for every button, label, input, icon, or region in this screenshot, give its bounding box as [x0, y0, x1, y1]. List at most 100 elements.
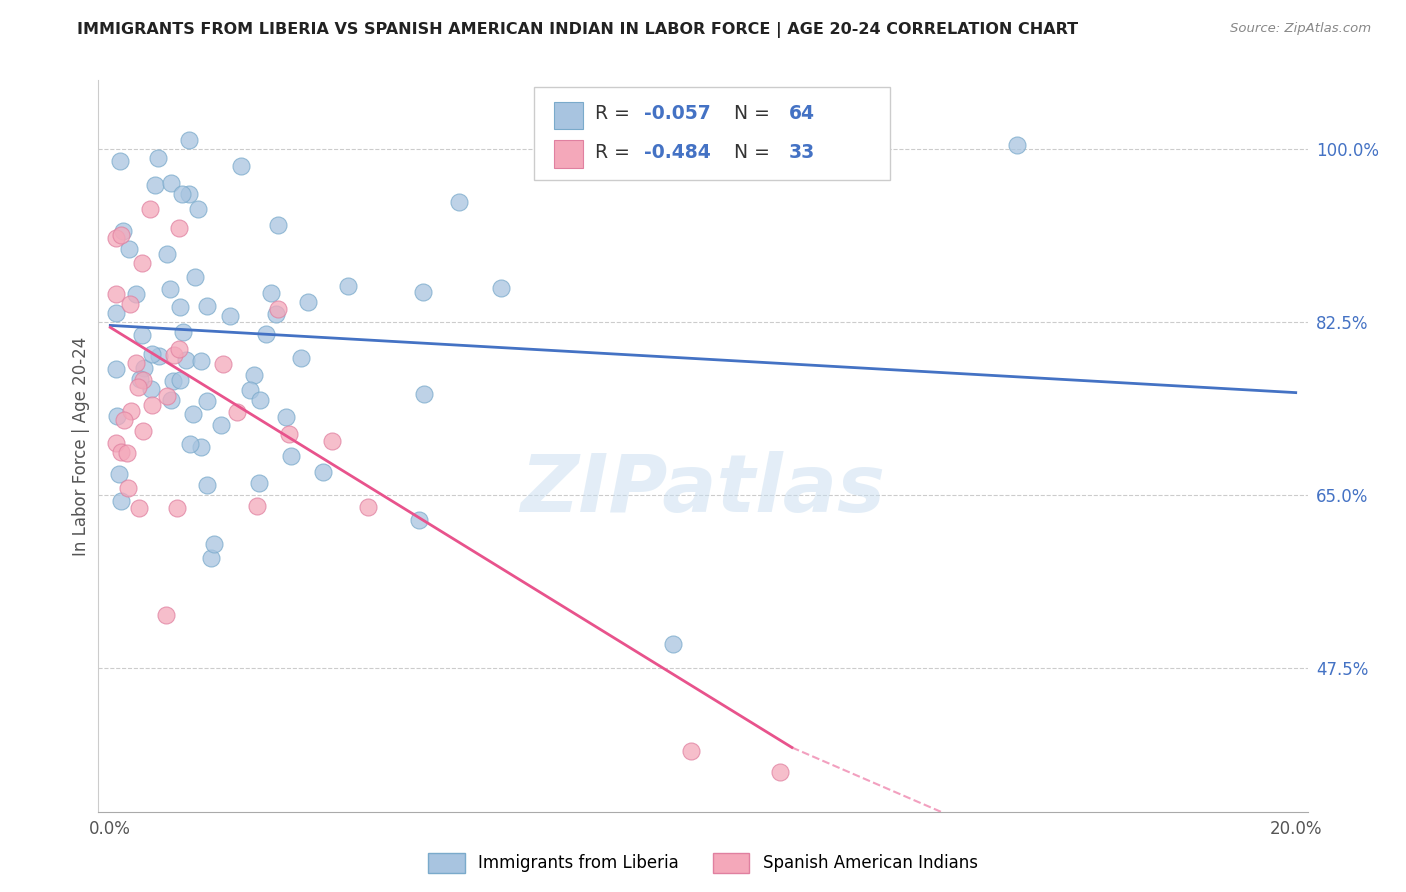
Point [127, 380, 149, 394]
Point [321, 434, 343, 449]
Point [449, 195, 471, 210]
Point [297, 295, 319, 310]
Point [167, 342, 190, 356]
Point [160, 176, 183, 190]
Point [125, 356, 148, 370]
FancyBboxPatch shape [554, 102, 583, 129]
Point [139, 382, 162, 396]
Point [219, 309, 242, 323]
Point [181, 407, 204, 421]
Text: R =: R = [595, 143, 637, 162]
Point [200, 551, 222, 566]
Point [131, 373, 153, 387]
Point [276, 410, 298, 425]
Point [159, 282, 181, 296]
Text: -0.057: -0.057 [644, 104, 710, 123]
Point [169, 300, 191, 314]
Point [177, 132, 200, 146]
Point [110, 494, 132, 508]
Point [143, 178, 166, 193]
Point [118, 242, 141, 256]
Point [141, 346, 163, 360]
Point [120, 297, 142, 311]
Point [115, 445, 138, 459]
Point [412, 387, 434, 401]
Point [277, 426, 299, 441]
Point [231, 159, 253, 173]
Point [105, 286, 128, 301]
Point [187, 202, 209, 217]
Point [260, 286, 283, 301]
Point [110, 445, 132, 459]
Point [184, 270, 207, 285]
Point [769, 765, 792, 780]
Text: N =: N = [723, 143, 776, 162]
Point [128, 500, 150, 515]
Point [190, 354, 212, 368]
Point [249, 393, 271, 408]
Point [105, 306, 128, 320]
Point [177, 186, 200, 201]
FancyBboxPatch shape [554, 140, 583, 169]
Y-axis label: In Labor Force | Age 20-24: In Labor Force | Age 20-24 [72, 336, 90, 556]
Point [105, 231, 128, 245]
Text: N =: N = [723, 104, 776, 123]
Point [117, 481, 139, 495]
Point [105, 361, 128, 376]
Text: -0.484: -0.484 [644, 143, 710, 162]
Point [247, 476, 270, 491]
Point [202, 537, 225, 551]
Point [170, 187, 193, 202]
Point [148, 349, 170, 363]
Point [125, 286, 148, 301]
Point [245, 499, 267, 513]
Point [139, 202, 162, 217]
Text: Source: ZipAtlas.com: Source: ZipAtlas.com [1230, 22, 1371, 36]
Point [163, 348, 186, 362]
Point [679, 744, 702, 758]
Point [311, 465, 333, 479]
Point [264, 307, 287, 321]
Point [254, 327, 277, 342]
Point [195, 477, 218, 491]
Text: 64: 64 [789, 104, 815, 123]
Point [179, 436, 201, 450]
Point [148, 151, 170, 165]
Point [226, 405, 249, 419]
Point [209, 417, 232, 432]
Point [120, 404, 142, 418]
Point [211, 357, 233, 371]
Point [267, 301, 290, 316]
Point [112, 412, 135, 426]
Point [156, 389, 179, 403]
Point [1005, 137, 1028, 152]
Point [111, 224, 134, 238]
Point [290, 351, 312, 365]
Point [280, 449, 302, 463]
Point [169, 374, 191, 388]
Point [239, 384, 262, 398]
Legend: Immigrants from Liberia, Spanish American Indians: Immigrants from Liberia, Spanish America… [422, 847, 984, 880]
Text: 33: 33 [789, 143, 815, 162]
Point [141, 398, 163, 412]
Text: IMMIGRANTS FROM LIBERIA VS SPANISH AMERICAN INDIAN IN LABOR FORCE | AGE 20-24 CO: IMMIGRANTS FROM LIBERIA VS SPANISH AMERI… [77, 22, 1078, 38]
Point [105, 436, 128, 450]
Point [155, 607, 177, 622]
Point [174, 352, 197, 367]
Point [190, 440, 212, 454]
Point [110, 228, 132, 243]
Point [134, 361, 156, 376]
Point [267, 219, 290, 233]
Point [156, 247, 179, 261]
Text: ZIPatlas: ZIPatlas [520, 450, 886, 529]
FancyBboxPatch shape [534, 87, 890, 180]
Point [195, 393, 218, 408]
Point [408, 513, 430, 527]
Point [491, 281, 513, 295]
Point [662, 637, 685, 651]
Point [129, 372, 152, 386]
Point [131, 256, 153, 270]
Point [357, 500, 380, 514]
Point [172, 326, 194, 340]
Point [105, 409, 128, 423]
